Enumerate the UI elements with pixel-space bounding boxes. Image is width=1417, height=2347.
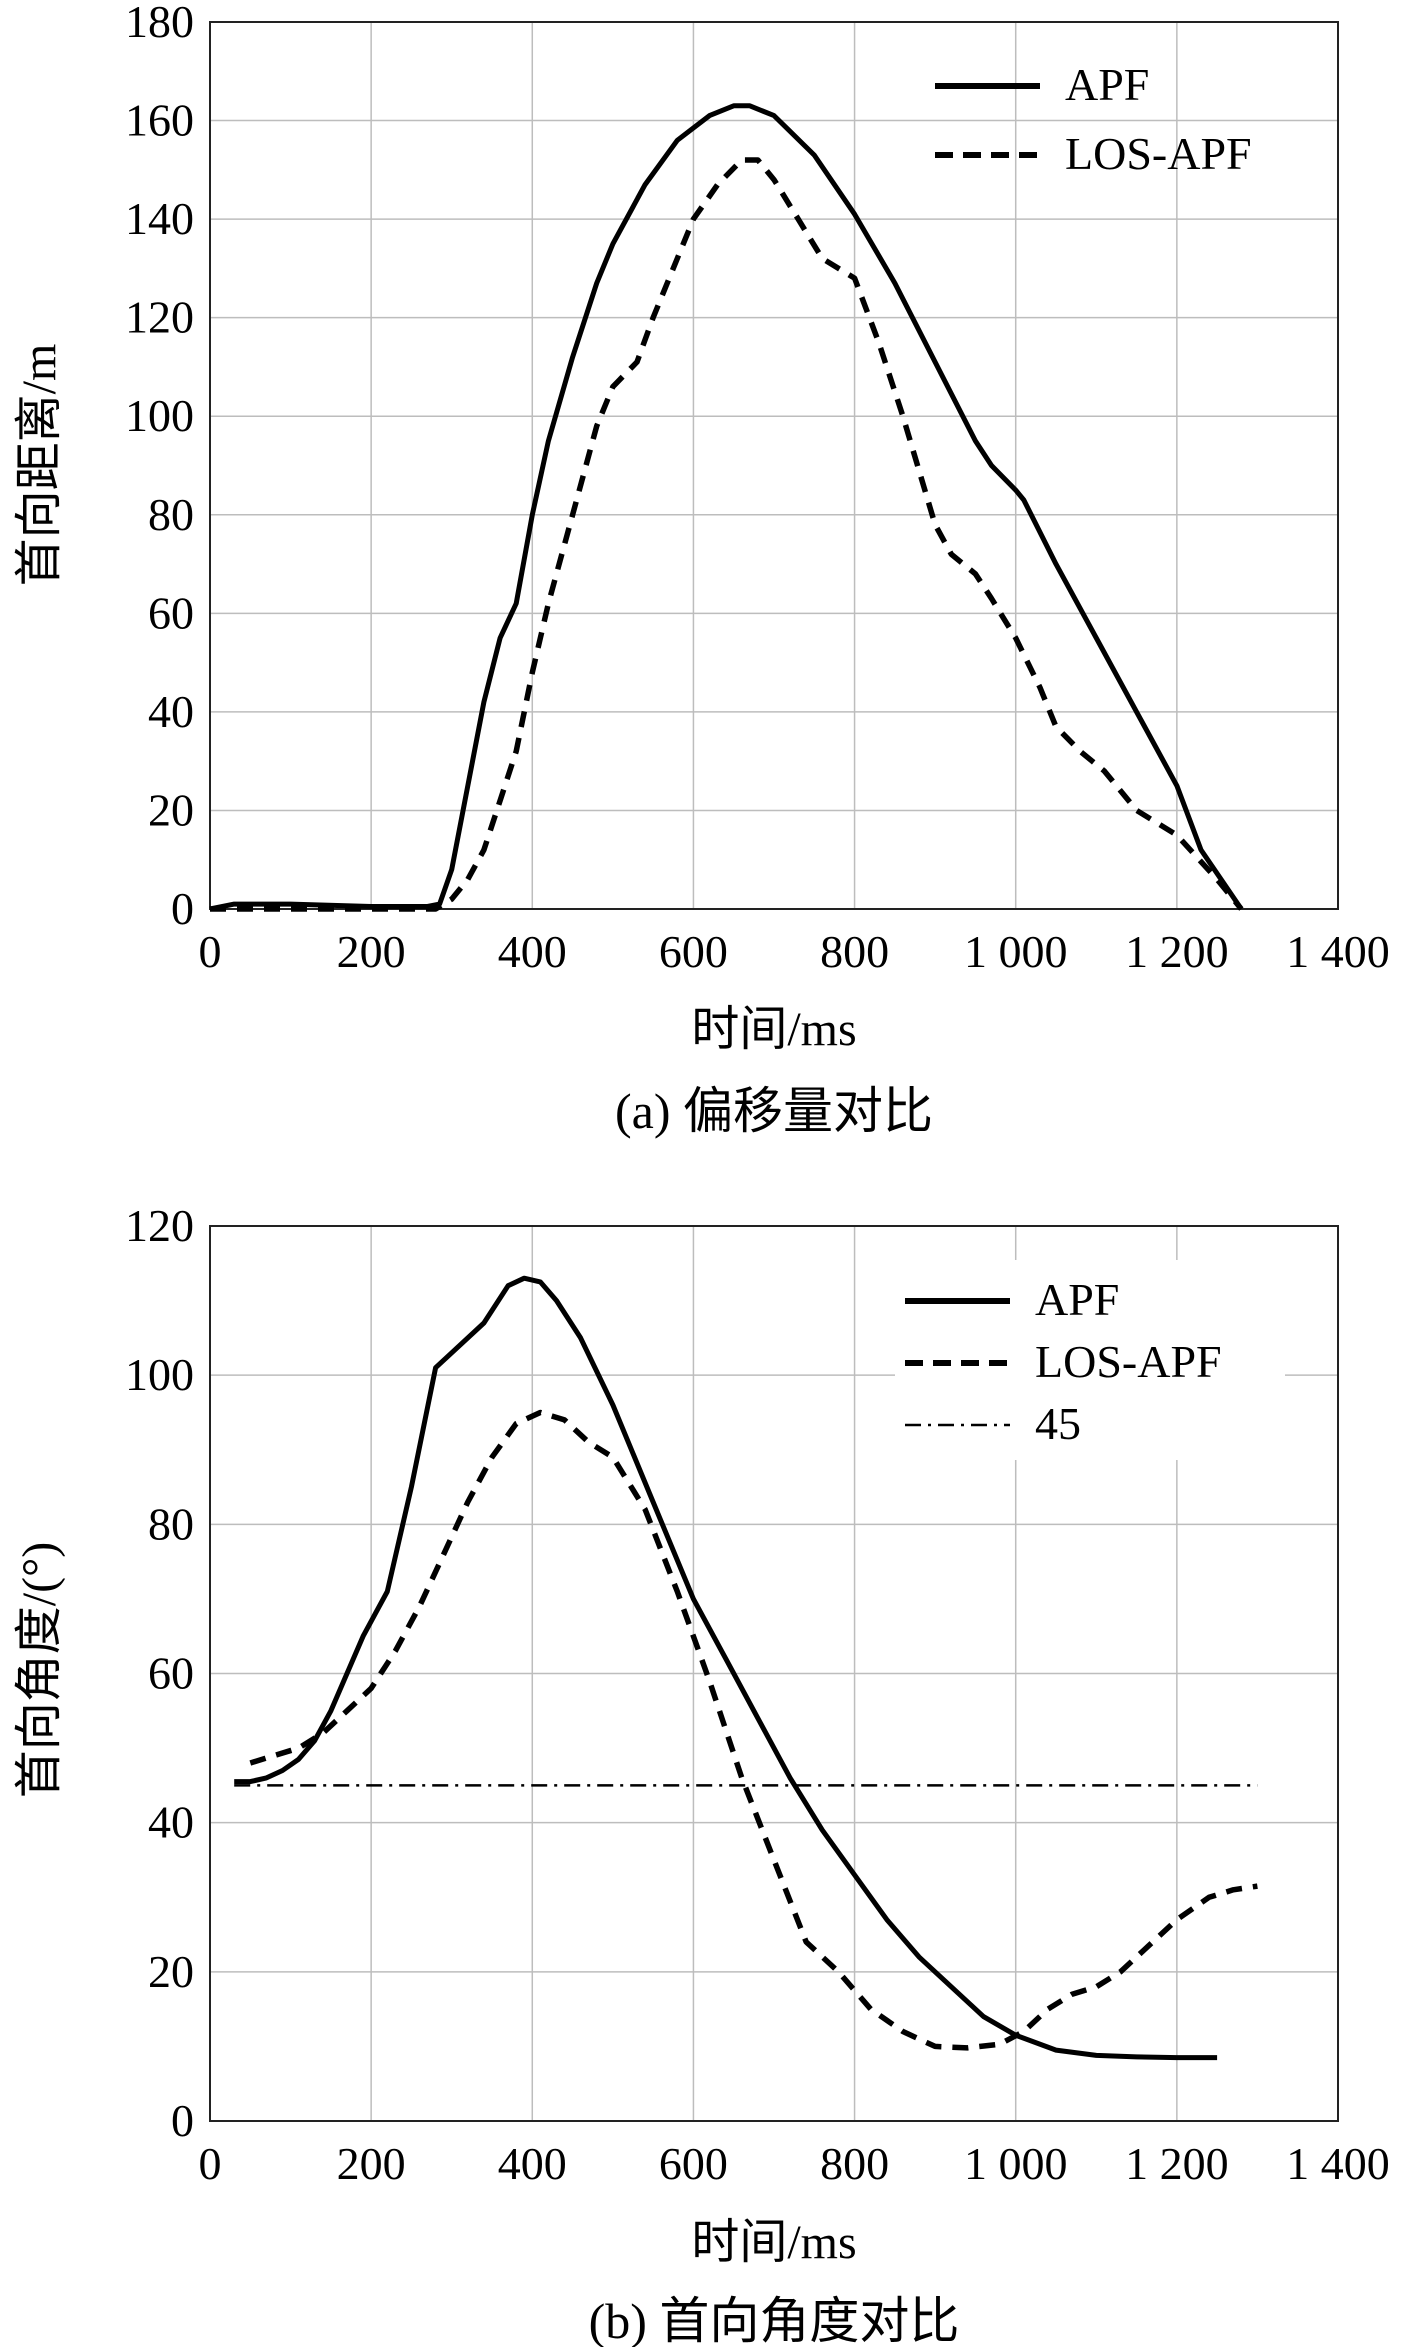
y-tick-label: 60	[148, 1648, 194, 1699]
series-line-apf	[209, 103, 1244, 912]
legend-label-45: 45	[1035, 1398, 1081, 1449]
y-tick-label: 40	[148, 1797, 194, 1848]
y-tick-label: 0	[171, 2095, 194, 2146]
chart-offset-comparison: 0 200 400 600 800 1 000 1 200 1 400 0 20 40 60 80 100…	[13, 0, 1390, 1139]
y-tick-label: 80	[148, 489, 194, 540]
legend-label-los-apf: LOS-APF	[1035, 1336, 1222, 1387]
y-axis-label: 首向距离/m	[13, 344, 66, 587]
y-tick-label: 80	[148, 1498, 194, 1549]
x-tick-label: 200	[337, 2138, 406, 2189]
y-tick-label: 0	[171, 883, 194, 934]
x-tick-label: 400	[498, 926, 567, 977]
x-tick-label: 1 000	[964, 926, 1068, 977]
series-line-apf	[234, 1275, 1218, 2061]
x-tick-label: 600	[659, 926, 728, 977]
legend-background	[895, 1260, 1285, 1460]
x-tick-label: 1 000	[964, 2138, 1068, 2189]
x-tick-label: 1 400	[1286, 2138, 1390, 2189]
legend-label-apf: APF	[1065, 59, 1149, 110]
y-tick-label: 120	[125, 292, 194, 343]
grid-lines	[210, 22, 1338, 909]
series-lines	[209, 103, 1244, 912]
y-tick-label: 60	[148, 587, 194, 638]
tick-labels: 0 200 400 600 800 1 000 1 200 1 400 0 20 40 60 80 100…	[125, 0, 1390, 977]
x-tick-label: 0	[199, 926, 222, 977]
x-axis-label: 时间/ms	[691, 1003, 856, 1056]
x-tick-label: 200	[337, 926, 406, 977]
chart-heading-angle-comparison: 0 200 400 600 800 1 000 1 200 1 400 0 20 40 60 80 100…	[13, 1200, 1390, 2347]
legend-label-apf: APF	[1035, 1274, 1119, 1325]
y-tick-label: 120	[125, 1200, 194, 1251]
x-tick-label: 800	[820, 2138, 889, 2189]
series-line-los-apf	[210, 157, 1244, 912]
y-tick-label: 100	[125, 1349, 194, 1400]
x-tick-label: 1 200	[1125, 2138, 1229, 2189]
caption-b: (b) 首向角度对比	[589, 2293, 960, 2347]
x-tick-label: 0	[199, 2138, 222, 2189]
x-tick-label: 1 400	[1286, 926, 1390, 977]
x-tick-label: 800	[820, 926, 889, 977]
x-tick-label: 1 200	[1125, 926, 1229, 977]
y-tick-label: 40	[148, 686, 194, 737]
y-tick-label: 100	[125, 390, 194, 441]
x-tick-label: 400	[498, 2138, 567, 2189]
legend: APF LOS-APF 45	[895, 1260, 1285, 1460]
legend: APF LOS-APF	[935, 59, 1252, 179]
caption-a: (a) 偏移量对比	[615, 1083, 933, 1139]
series-line-los-apf	[249, 1409, 1258, 2051]
y-axis-label: 首向角度/(°)	[13, 1542, 66, 1799]
series-lines	[234, 1275, 1258, 2061]
y-tick-label: 20	[148, 784, 194, 835]
y-tick-label: 20	[148, 1946, 194, 1997]
x-axis-label: 时间/ms	[691, 2216, 856, 2269]
x-tick-label: 600	[659, 2138, 728, 2189]
y-tick-label: 180	[125, 0, 194, 47]
legend-label-los-apf: LOS-APF	[1065, 128, 1252, 179]
y-tick-label: 160	[125, 95, 194, 146]
plot-frame	[209, 21, 1339, 910]
y-tick-label: 140	[125, 193, 194, 244]
tick-labels: 0 200 400 600 800 1 000 1 200 1 400 0 20 40 60 80 100…	[125, 1200, 1390, 2189]
plot-frame	[209, 1225, 1339, 2122]
